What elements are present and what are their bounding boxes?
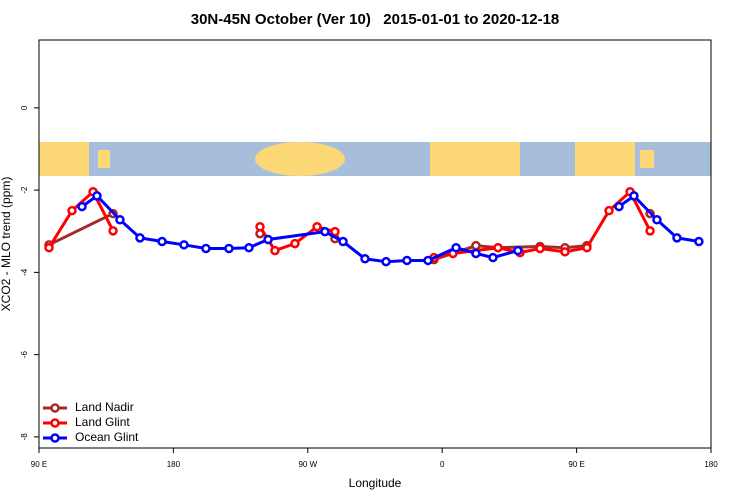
point — [290, 238, 300, 249]
point — [582, 242, 592, 253]
point — [320, 226, 330, 237]
point — [44, 242, 54, 253]
point — [244, 242, 254, 253]
point — [672, 233, 682, 243]
legend-label: Ocean Glint — [75, 430, 139, 444]
land-patch — [640, 150, 654, 168]
point — [645, 226, 655, 236]
x-tick-label: 90 E — [31, 460, 47, 469]
point — [451, 242, 461, 253]
point — [604, 205, 614, 216]
point — [381, 256, 391, 267]
point — [488, 252, 498, 263]
point — [560, 247, 570, 257]
land-patch — [430, 142, 520, 176]
point — [179, 240, 189, 250]
chart-title: 30N-45N October (Ver 10) 2015-01-01 to 2… — [191, 11, 560, 28]
land-patch — [575, 142, 635, 176]
point — [312, 221, 322, 232]
point — [360, 254, 370, 264]
point — [157, 236, 167, 247]
point — [652, 214, 662, 225]
point — [402, 255, 412, 266]
x-tick-label: 180 — [704, 460, 718, 469]
y-tick-label: -4 — [20, 268, 29, 276]
point — [471, 240, 481, 251]
plot-frame — [38, 39, 712, 449]
point — [471, 248, 481, 259]
y-axis-label: XCO2 - MLO trend (ppm) — [0, 177, 13, 312]
point — [338, 236, 348, 247]
point — [629, 191, 639, 201]
point — [92, 191, 102, 201]
point — [263, 234, 273, 245]
land-patch — [255, 142, 345, 176]
land-patch — [98, 150, 110, 168]
land-patch — [39, 142, 89, 176]
point — [115, 214, 125, 225]
y-tick-label: -8 — [20, 433, 29, 441]
x-axis-label: Longitude — [349, 476, 402, 490]
x-tick-label: 90 W — [298, 460, 317, 469]
point — [423, 255, 433, 266]
point — [201, 243, 211, 254]
point — [535, 243, 545, 254]
point — [614, 201, 624, 212]
point — [330, 226, 340, 237]
point — [513, 245, 523, 256]
x-tick-label: 180 — [167, 460, 181, 469]
legend-label: Land Glint — [75, 415, 130, 429]
point — [694, 236, 704, 247]
point — [108, 226, 118, 236]
legend-marker — [50, 418, 60, 428]
point — [270, 245, 280, 256]
legend-marker — [50, 433, 60, 443]
y-tick-label: 0 — [20, 105, 29, 110]
map-strip — [39, 142, 711, 176]
point — [67, 205, 77, 216]
series-line — [81, 193, 700, 264]
point — [493, 242, 503, 253]
legend-label: Land Nadir — [75, 400, 134, 414]
y-tick-label: -6 — [20, 351, 29, 359]
point — [255, 221, 265, 232]
y-tick-label: -2 — [20, 186, 29, 194]
x-tick-label: 90 E — [568, 460, 584, 469]
point — [135, 233, 145, 243]
point — [224, 243, 234, 254]
x-tick-label: 0 — [440, 460, 445, 469]
point — [77, 201, 87, 212]
legend-marker — [50, 403, 60, 413]
